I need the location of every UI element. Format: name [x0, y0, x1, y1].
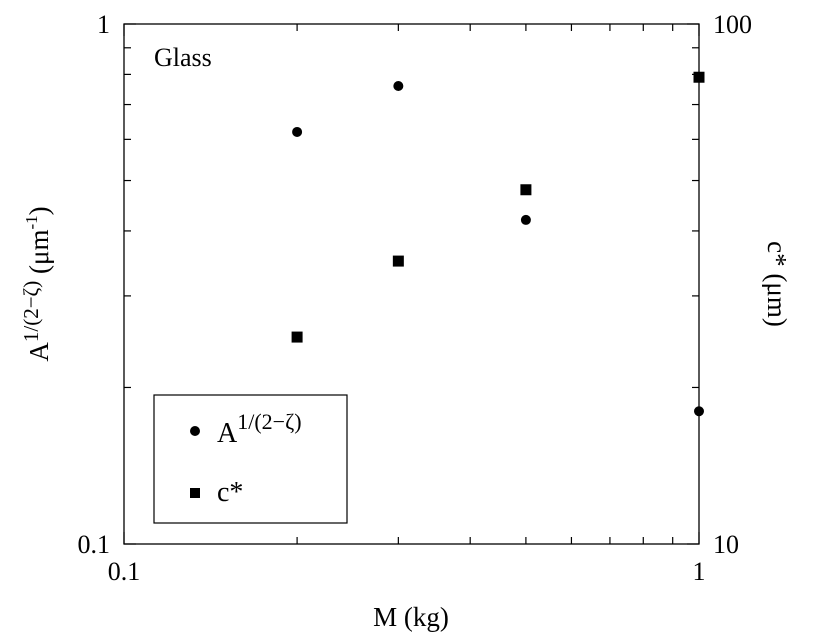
plot-frame: [123, 23, 700, 545]
y-axis-right-label: c* (μm): [762, 241, 792, 327]
point-c-series: [520, 184, 532, 196]
legend-marker-circle: [190, 426, 200, 436]
y-axis-left-label: A1/(2−ζ) (μm-1): [19, 206, 54, 361]
point-c-series: [291, 331, 303, 343]
y-left-tick-label: 0.1: [78, 530, 111, 559]
point-a-series: [520, 214, 531, 225]
legend-label-a-sup: 1/(2−ζ): [237, 409, 301, 434]
x-axis-label: M (kg): [373, 602, 449, 632]
point-a-series: [292, 126, 303, 137]
legend-marker-square: [190, 488, 200, 498]
x-tick-label: 1: [693, 557, 706, 586]
point-c-series: [392, 255, 404, 267]
y-axis-left-label-sup: 1/(2−ζ): [19, 281, 43, 342]
x-tick-label: 0.1: [108, 557, 141, 586]
y-right-tick-label: 100: [713, 10, 752, 39]
annotation-text: Glass: [154, 43, 212, 72]
y-left-tick-label: 1: [97, 10, 110, 39]
legend-label-a: A1/(2−ζ): [217, 409, 302, 449]
legend-label-c: c*: [217, 477, 243, 508]
point-c-series: [693, 71, 705, 83]
legend: A1/(2−ζ) c*: [153, 394, 348, 524]
point-a-series: [393, 80, 404, 91]
data-marks: [291, 71, 705, 417]
y-right-tick-label: 10: [713, 530, 739, 559]
point-a-series: [694, 406, 704, 417]
legend-box: [153, 394, 348, 524]
